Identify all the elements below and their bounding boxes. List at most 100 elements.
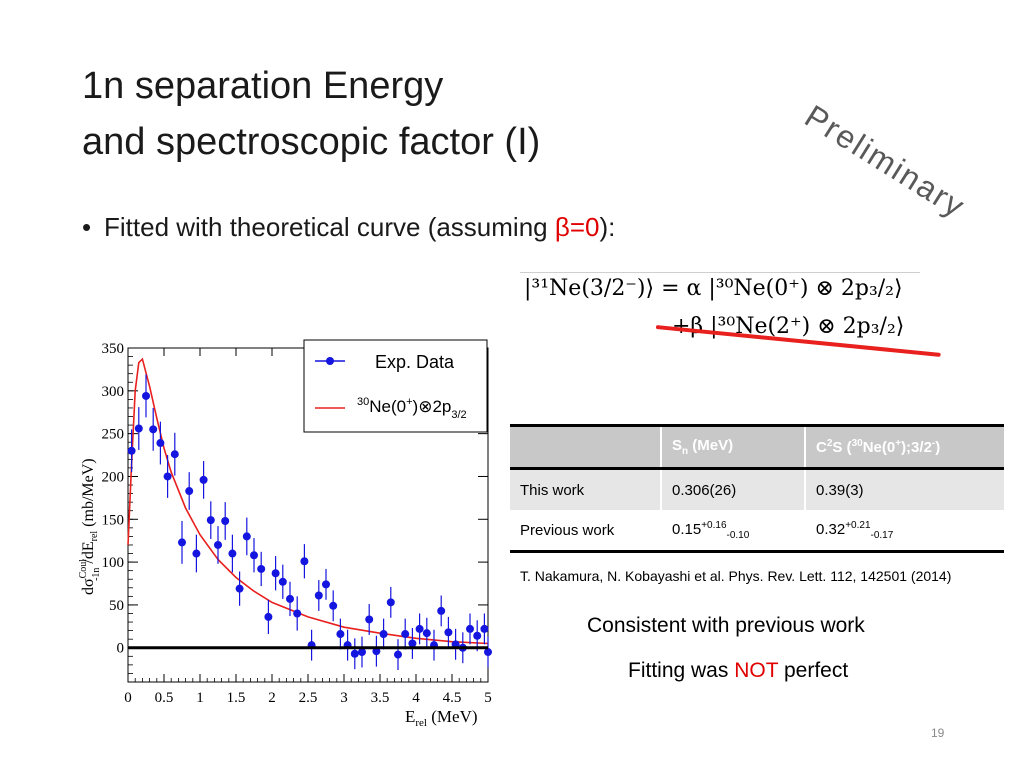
x-tick-label: 3.5 xyxy=(371,690,390,706)
equation-divider xyxy=(520,272,920,273)
legend-fit-main: Ne(0 xyxy=(369,397,406,416)
data-point xyxy=(163,455,172,498)
legend-fit-sup: + xyxy=(406,396,412,408)
title-line-2: and spectroscopic factor (I) xyxy=(82,121,541,163)
data-point xyxy=(350,638,359,670)
data-point xyxy=(307,629,316,661)
data-marker xyxy=(444,628,453,637)
data-marker xyxy=(278,577,287,586)
x-tick-label: 3 xyxy=(340,690,348,706)
y-axis-label-sub: -1n xyxy=(91,568,102,581)
conclusion-line-2: Fitting was NOT perfect xyxy=(628,659,848,683)
equation-line-1: |³¹Ne(3/2⁻)⟩ = α |³⁰Ne(0⁺) ⊗ 2p₃/₂⟩ xyxy=(524,276,903,301)
y-axis-label-unit: (mb/MeV) xyxy=(80,458,97,530)
chart-legend: Exp. Data 30Ne(0+)⊗2p3/2 xyxy=(303,339,488,433)
data-point xyxy=(372,635,381,667)
legend-box xyxy=(303,339,488,433)
data-point xyxy=(271,556,280,591)
chart-y-axis-label: dσCoul -1n/dErel (mb/MeV) xyxy=(78,458,102,595)
data-point xyxy=(192,534,201,573)
row-label: Previous work xyxy=(510,510,661,553)
bullet-prefix: Fitted with theoretical curve (assuming xyxy=(104,212,555,242)
sn-base: 0.15 xyxy=(672,520,702,538)
data-point xyxy=(430,629,438,661)
data-marker xyxy=(271,569,280,578)
legend-fit-sub: 3/2 xyxy=(451,409,466,421)
data-point xyxy=(206,501,215,539)
data-marker xyxy=(250,551,258,560)
data-marker xyxy=(221,516,230,525)
c2s-lower: -0.17 xyxy=(870,529,894,541)
data-marker xyxy=(134,424,143,433)
data-marker xyxy=(480,624,489,633)
sn-upper: +0.16 xyxy=(701,519,727,531)
data-point xyxy=(451,628,460,660)
c2s-upper: +0.21 xyxy=(845,519,871,531)
data-marker xyxy=(127,446,136,455)
data-marker xyxy=(300,557,309,566)
data-point xyxy=(199,461,208,499)
title-line-1: 1n separation Energy xyxy=(82,65,444,107)
data-point xyxy=(242,517,251,556)
data-marker xyxy=(422,629,431,638)
results-table: Sn (MeV) C2S (30Ne(0+);3/2-) This work 0… xyxy=(510,424,1004,553)
data-point xyxy=(314,580,323,611)
data-marker xyxy=(350,649,359,658)
chart-x-axis-label: Erel (MeV) xyxy=(405,707,478,729)
data-point xyxy=(473,620,482,652)
y-tick-label: 250 xyxy=(102,427,125,443)
data-marker xyxy=(156,439,165,448)
preliminary-stamp: Preliminary xyxy=(798,97,973,225)
conclusion-suffix: perfect xyxy=(778,659,849,682)
x-tick-label: 1.5 xyxy=(227,690,246,706)
data-marker xyxy=(329,601,338,610)
bullet-point: • Fitted with theoretical curve (assuming… xyxy=(82,212,615,243)
page-number: 19 xyxy=(931,726,945,740)
x-axis-label-main: E xyxy=(405,707,415,726)
data-point xyxy=(178,520,186,564)
data-marker xyxy=(415,624,424,633)
table-header-c2s: C2S (30Ne(0+);3/2-) xyxy=(804,424,1004,470)
data-point xyxy=(365,604,374,635)
data-marker xyxy=(394,650,402,659)
x-axis-label-sub: rel xyxy=(415,717,427,729)
data-marker xyxy=(214,540,222,549)
y-tick-label: 200 xyxy=(102,469,125,485)
data-marker xyxy=(185,487,194,496)
data-marker xyxy=(484,648,492,657)
data-marker xyxy=(178,538,186,547)
data-marker xyxy=(206,516,215,525)
slide-title: 1n separation Energy and spectroscopic f… xyxy=(82,58,540,170)
legend-fit-mid: )⊗2p xyxy=(413,397,452,416)
x-tick-label: 0.5 xyxy=(155,690,174,706)
bullet-dot-icon: • xyxy=(82,212,92,242)
data-marker xyxy=(286,594,294,603)
data-marker xyxy=(379,630,388,639)
y-axis-label-rel: rel xyxy=(89,531,100,542)
data-point xyxy=(250,538,258,573)
data-point xyxy=(149,407,158,451)
x-tick-label: 5 xyxy=(484,690,492,706)
data-point xyxy=(278,564,287,599)
data-marker xyxy=(192,549,201,558)
y-tick-label: 0 xyxy=(117,641,125,657)
reference-citation: T. Nakamura, N. Kobayashi et al. Phys. R… xyxy=(520,568,952,584)
sn-lower: -0.10 xyxy=(726,529,750,541)
y-tick-label: 300 xyxy=(102,384,125,400)
wavefunction-equation: |³¹Ne(3/2⁻)⟩ = α |³⁰Ne(0⁺) ⊗ 2p₃/₂⟩ +β |… xyxy=(520,270,960,360)
y-tick-label: 350 xyxy=(102,341,125,357)
table-row: This work 0.306(26) 0.39(3) xyxy=(510,468,1004,510)
x-tick-label: 2.5 xyxy=(299,690,318,706)
y-axis-label-sup: Coul xyxy=(78,559,89,579)
bullet-suffix: ): xyxy=(599,212,616,242)
data-marker xyxy=(386,598,395,607)
table-header-empty xyxy=(510,424,661,470)
row-label: This work xyxy=(510,468,661,510)
c2s-base: 0.32 xyxy=(816,520,846,538)
x-tick-label: 0 xyxy=(124,690,132,706)
data-point xyxy=(415,613,424,645)
data-point xyxy=(336,618,345,650)
data-marker xyxy=(401,630,410,639)
data-marker xyxy=(257,564,266,573)
